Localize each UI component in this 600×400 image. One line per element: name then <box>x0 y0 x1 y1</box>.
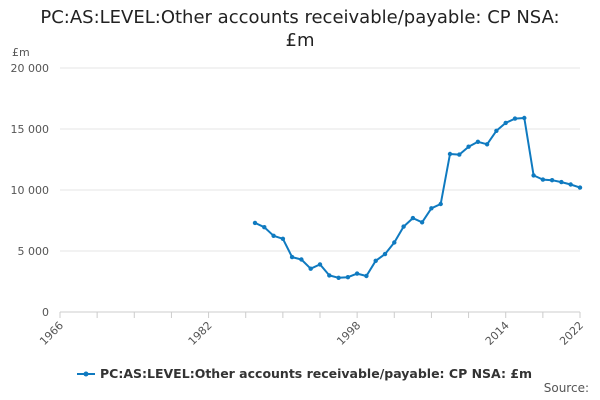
data-point[interactable] <box>289 254 295 260</box>
data-point[interactable] <box>540 177 546 182</box>
x-tick-label: 1966 <box>37 319 66 348</box>
data-point[interactable] <box>494 128 499 133</box>
data-point[interactable] <box>429 206 434 211</box>
legend[interactable]: PC:AS:LEVEL:Other accounts receivable/pa… <box>77 366 532 381</box>
data-point[interactable] <box>336 275 341 280</box>
data-point[interactable] <box>262 225 267 230</box>
data-point[interactable] <box>447 151 453 157</box>
data-point[interactable] <box>373 258 378 263</box>
data-point[interactable] <box>549 178 555 183</box>
y-axis-unit-label: £m <box>12 46 30 59</box>
data-point[interactable] <box>392 240 397 245</box>
data-point[interactable] <box>252 220 258 226</box>
data-point[interactable] <box>410 215 416 221</box>
data-point[interactable] <box>559 179 564 185</box>
data-point[interactable] <box>512 116 518 121</box>
data-point[interactable] <box>457 152 462 157</box>
x-tick-label: 1998 <box>334 319 363 348</box>
legend-label: PC:AS:LEVEL:Other accounts receivable/pa… <box>100 366 532 381</box>
data-point[interactable] <box>438 201 443 207</box>
series-line <box>254 117 581 279</box>
data-point[interactable] <box>466 144 471 149</box>
data-point[interactable] <box>280 236 286 241</box>
data-point[interactable] <box>484 142 490 147</box>
data-point[interactable] <box>419 220 425 225</box>
gridlines <box>60 67 580 252</box>
x-tick-label: 2022 <box>557 319 586 348</box>
data-point[interactable] <box>364 273 369 279</box>
data-point[interactable] <box>271 233 276 238</box>
chart-title-line-1: PC:AS:LEVEL:Other accounts receivable/pa… <box>40 7 560 28</box>
y-tick-label: 15 000 <box>11 123 50 136</box>
series-layer <box>252 115 583 280</box>
data-point[interactable] <box>317 262 323 267</box>
y-tick-label: 5 000 <box>18 245 50 258</box>
data-point[interactable] <box>475 139 481 144</box>
source-label: Source: <box>543 381 589 395</box>
chart-title-line-2: £m <box>285 30 315 51</box>
data-point[interactable] <box>531 173 536 178</box>
data-point[interactable] <box>382 251 388 257</box>
data-point[interactable] <box>299 257 304 262</box>
data-point[interactable] <box>503 120 508 126</box>
y-tick-label: 10 000 <box>11 184 50 197</box>
y-tick-label: 0 <box>42 306 49 319</box>
y-tick-label: 20 000 <box>11 62 50 75</box>
data-point[interactable] <box>308 266 313 271</box>
legend-dot-marker <box>83 371 89 377</box>
data-point[interactable] <box>577 185 583 190</box>
x-tick-label: 2014 <box>483 319 512 348</box>
data-point[interactable] <box>354 271 360 276</box>
data-point[interactable] <box>345 275 351 280</box>
data-point[interactable] <box>522 115 527 121</box>
data-point[interactable] <box>568 182 573 187</box>
x-tick-label: 1982 <box>186 319 215 348</box>
chart-title: PC:AS:LEVEL:Other accounts receivable/pa… <box>0 6 600 52</box>
data-point[interactable] <box>327 273 332 278</box>
data-point[interactable] <box>401 224 406 229</box>
axes: 0 5 000 10 000 15 000 20 000 1966 1982 1998 2014… <box>11 62 587 348</box>
